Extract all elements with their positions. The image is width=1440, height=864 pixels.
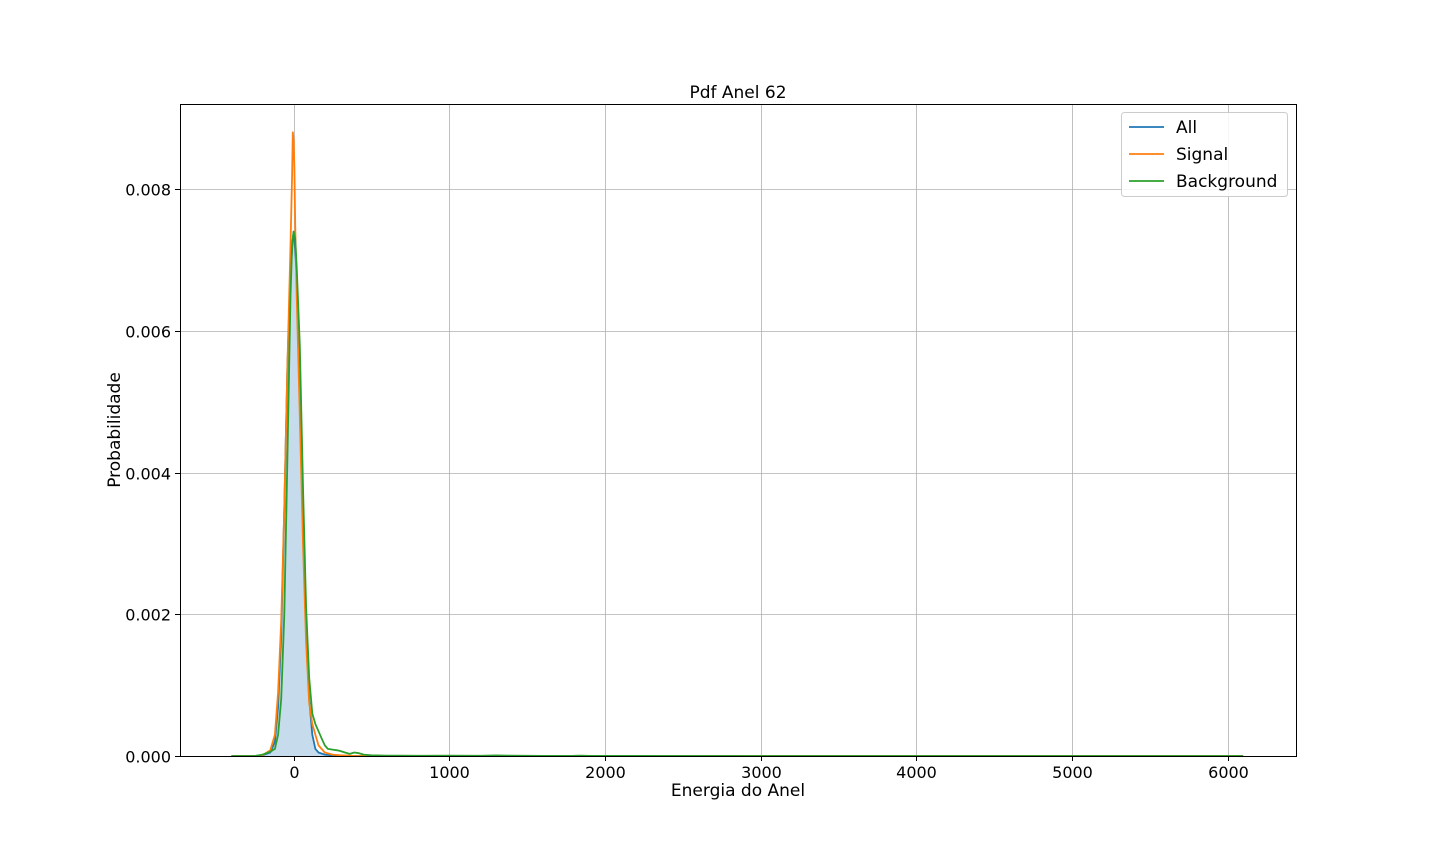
- legend: All Signal Background: [1121, 112, 1288, 197]
- x-axis-label: Energia do Anel: [671, 781, 805, 801]
- grid-layer: [180, 104, 1296, 757]
- x-tick-label: 5000: [1052, 763, 1093, 782]
- x-tick-label: 6000: [1208, 763, 1249, 782]
- y-tick-label: 0.004: [125, 465, 171, 484]
- series-line-signal: [231, 131, 1244, 757]
- x-tick-label: 3000: [741, 763, 782, 782]
- chart-title: Pdf Anel 62: [689, 83, 786, 103]
- legend-label-signal: Signal: [1176, 145, 1228, 165]
- series-line-background: [231, 230, 1244, 757]
- y-axis-label: Probabilidade: [105, 372, 125, 488]
- fill-layer: [231, 231, 1244, 757]
- legend-label-all: All: [1176, 118, 1197, 138]
- y-tick-label: 0.008: [125, 181, 171, 200]
- y-tick-label: 0.000: [125, 748, 171, 767]
- legend-box: [1121, 112, 1288, 197]
- x-axis-ticks: 0 1000 2000 3000 4000 5000 6000: [289, 756, 1249, 782]
- x-tick-label: 1000: [429, 763, 470, 782]
- legend-items: All Signal Background: [1129, 118, 1277, 192]
- legend-label-background: Background: [1176, 172, 1277, 192]
- y-tick-label: 0.006: [125, 323, 171, 342]
- series-line-all: [231, 230, 1244, 757]
- y-axis-ticks: 0.000 0.002 0.004 0.006 0.008: [125, 181, 180, 767]
- plot-area-frame: [180, 104, 1297, 757]
- x-tick-label: 2000: [585, 763, 626, 782]
- series-fill-all: [231, 231, 1244, 757]
- x-tick-label: 0: [289, 763, 299, 782]
- x-tick-label: 4000: [896, 763, 937, 782]
- y-tick-label: 0.002: [125, 606, 171, 625]
- series-layer: [231, 131, 1244, 757]
